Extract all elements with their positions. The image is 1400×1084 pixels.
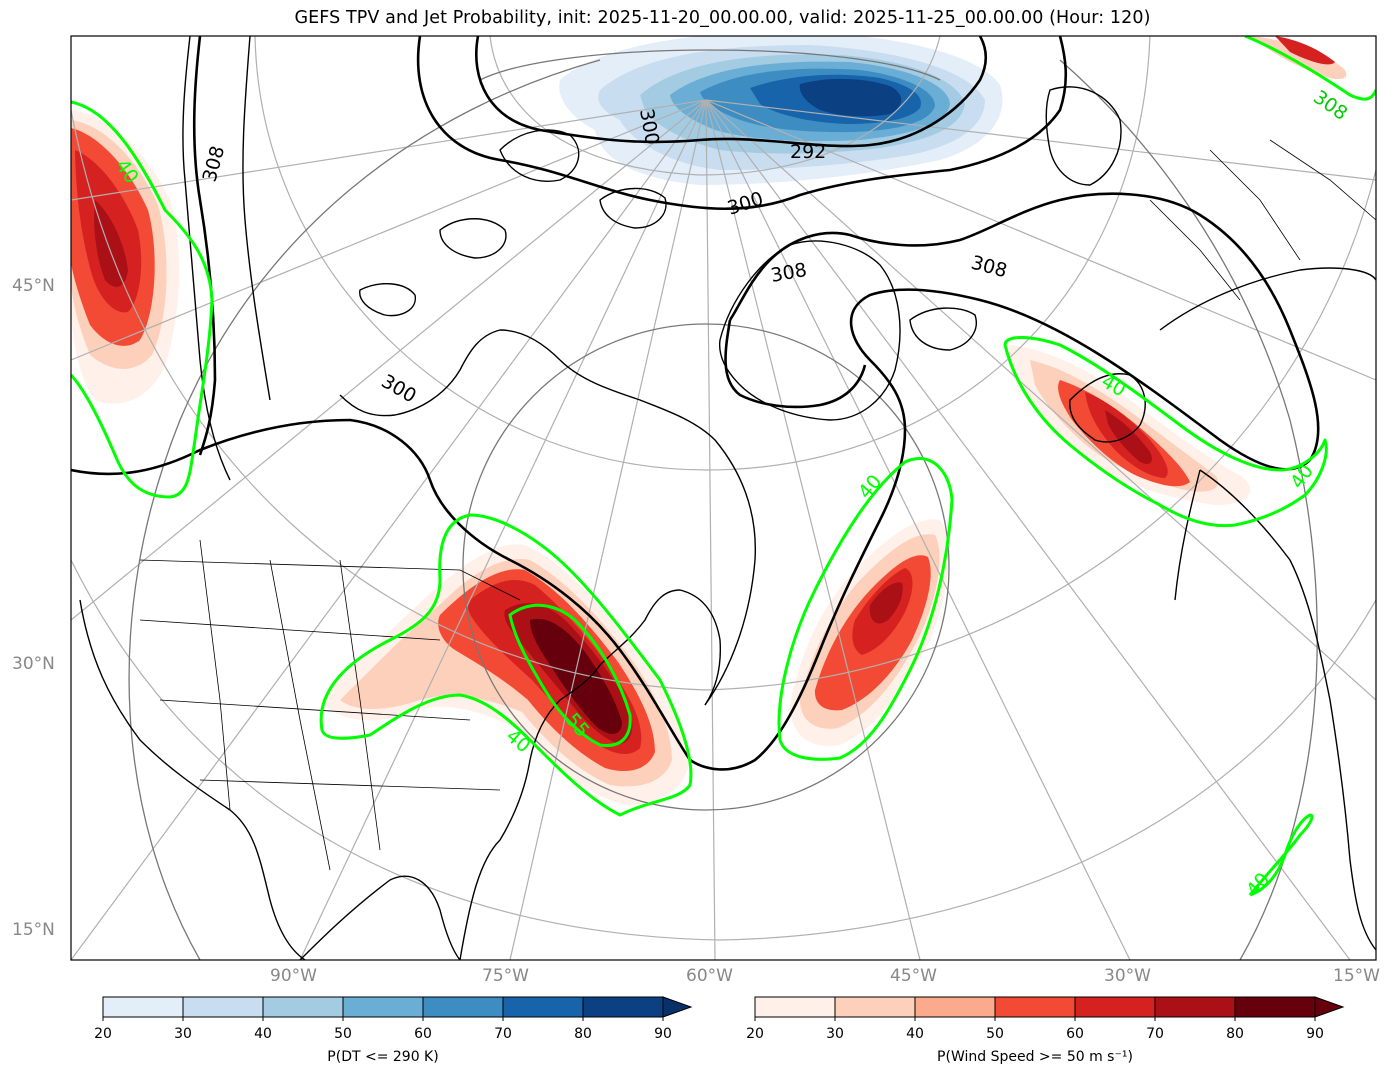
theta-label: 308	[769, 259, 809, 287]
theta-label: 308	[199, 144, 230, 185]
theta-label: 300	[725, 188, 766, 220]
jet-probability-field	[71, 36, 1347, 805]
colorbar-segment	[343, 997, 424, 1017]
colorbar-tick-label: 70	[494, 1026, 512, 1042]
lon-label-45w: 45°W	[890, 966, 937, 986]
colorbar-tick-label: 70	[1146, 1026, 1164, 1042]
lon-label-30w: 30°W	[1104, 966, 1151, 986]
colorbar-segment	[1155, 997, 1236, 1017]
lat-label-15n: 15°N	[12, 920, 55, 940]
colorbar-tick-label: 30	[826, 1026, 844, 1042]
colorbar-title: P(Wind Speed >= 50 m s⁻¹)	[937, 1049, 1133, 1065]
jet-label: 40	[854, 471, 886, 504]
theta-label: 292	[790, 141, 826, 163]
jet-label: 40	[1286, 460, 1318, 492]
colorbar-extend-arrow	[662, 996, 693, 1018]
domain-circles	[128, 49, 1318, 960]
colorbar-tick-label: 80	[1226, 1026, 1244, 1042]
colorbar-segment	[835, 997, 916, 1017]
colorbar-tick-label: 20	[746, 1026, 764, 1042]
colorbar-tick-label: 90	[654, 1026, 672, 1042]
colorbar-tick-label: 20	[94, 1026, 112, 1042]
colorbar-segment	[1235, 997, 1316, 1017]
map-title: GEFS TPV and Jet Probability, init: 2025…	[294, 8, 1151, 28]
colorbar-tick-label: 50	[334, 1026, 352, 1042]
lon-label-75w: 75°W	[482, 966, 529, 986]
map-frame	[70, 35, 1377, 961]
colorbar-tick-label: 40	[254, 1026, 272, 1042]
colorbar-tick-label: 60	[414, 1026, 432, 1042]
colorbar-title: P(DT <= 290 K)	[327, 1049, 439, 1065]
theta-label: 300	[378, 370, 420, 407]
lat-label-45n: 45°N	[12, 276, 55, 296]
colorbar-extend-arrow	[1314, 996, 1345, 1018]
theta-label: 308	[969, 252, 1010, 283]
graticule	[71, 36, 1376, 960]
colorbar-segment	[995, 997, 1076, 1017]
colorbar-tick-label: 30	[174, 1026, 192, 1042]
colorbar-tick-label: 80	[574, 1026, 592, 1042]
colorbar-tick-label: 50	[986, 1026, 1004, 1042]
colorbar-segment	[263, 997, 344, 1017]
lon-label-90w: 90°W	[270, 966, 317, 986]
colorbar-tick-label: 40	[906, 1026, 924, 1042]
colorbar-tick-label: 90	[1306, 1026, 1324, 1042]
theta-contours	[71, 36, 1320, 771]
colorbar-segment	[755, 997, 836, 1017]
lon-label-15w: 15°W	[1333, 966, 1380, 986]
jet-contours	[71, 36, 1376, 897]
coastlines	[79, 36, 1376, 960]
colorbar-segment	[503, 997, 584, 1017]
colorbar-tick-label: 60	[1066, 1026, 1084, 1042]
colorbar-segment	[583, 997, 664, 1017]
lat-label-30n: 30°N	[12, 654, 55, 674]
colorbar-segment	[1075, 997, 1156, 1017]
colorbars	[102, 996, 1345, 1021]
political-borders	[139, 139, 1376, 871]
colorbar-segment	[183, 997, 264, 1017]
colorbar-segment	[423, 997, 504, 1017]
tpv-probability-field	[559, 36, 1003, 185]
colorbar-segment	[915, 997, 996, 1017]
lon-label-60w: 60°W	[686, 966, 733, 986]
colorbar-segment	[103, 997, 184, 1017]
